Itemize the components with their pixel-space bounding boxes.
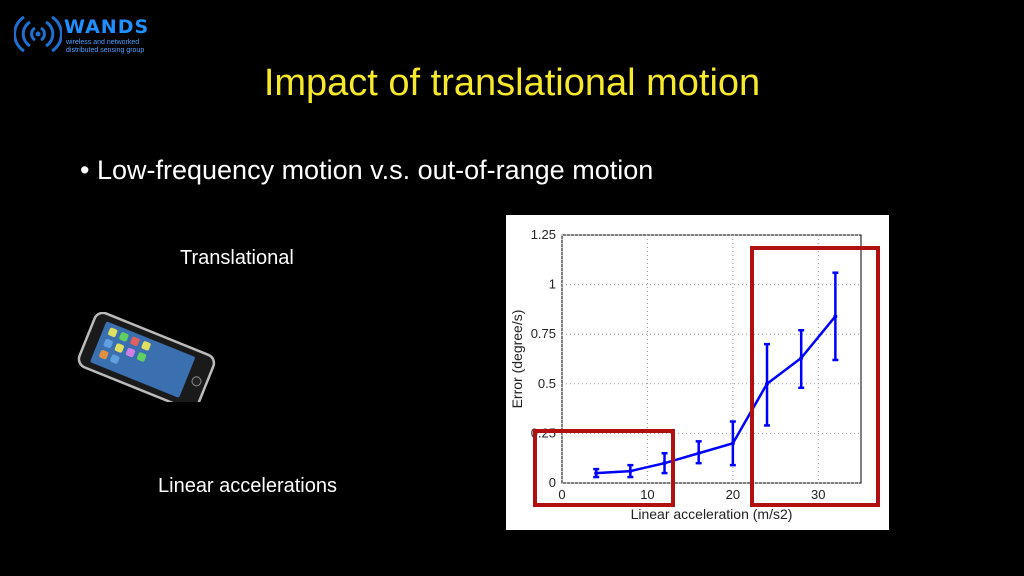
x-tick-label: 0: [558, 487, 565, 502]
data-point: [765, 381, 770, 386]
x-axis-label: Linear acceleration (m/s2): [631, 506, 793, 522]
y-tick-label: 1.25: [531, 227, 556, 242]
highlight-box-low-frequency: [533, 429, 675, 507]
logo-subtitle: wireless and networked distributed sensi…: [66, 39, 145, 54]
error-vs-acceleration-chart: 0 0.25 0.5 0.75 1 1.25 0 10 20 30 Linear accelerat…: [506, 215, 889, 530]
data-point: [594, 471, 599, 476]
data-point: [662, 461, 667, 466]
y-tick-label: 0.5: [538, 376, 556, 391]
y-tick-label: 0.75: [531, 326, 556, 341]
data-point: [628, 469, 633, 474]
plot-area: [561, 234, 862, 484]
bullet-dot: •: [80, 155, 97, 185]
bullet-item: • Low-frequency motion v.s. out-of-range…: [80, 155, 653, 186]
label-translational: Translational: [180, 247, 294, 269]
label-linear-accelerations: Linear accelerations: [158, 475, 337, 497]
x-tick-label: 10: [640, 487, 654, 502]
x-tick-label: 30: [811, 487, 825, 502]
data-point: [799, 356, 804, 361]
series-line: [596, 315, 837, 475]
x-tick-label: 20: [726, 487, 740, 502]
wands-signal-icon: [13, 15, 63, 53]
y-tick-label: 1: [549, 277, 556, 292]
wands-logo: WANDS wireless and networked distributed…: [13, 12, 164, 58]
smartphone-image: [77, 312, 216, 402]
data-point: [833, 314, 838, 319]
y-axis-label: Error (degree/s): [509, 310, 525, 409]
y-tick-label: 0: [549, 475, 556, 490]
data-point: [696, 451, 701, 456]
slide-title: Impact of translational motion: [263, 62, 761, 104]
bullet-text: Low-frequency motion v.s. out-of-range m…: [96, 155, 654, 185]
highlight-box-out-of-range: [750, 246, 880, 507]
logo-name: WANDS: [64, 16, 150, 38]
data-point: [730, 441, 735, 446]
